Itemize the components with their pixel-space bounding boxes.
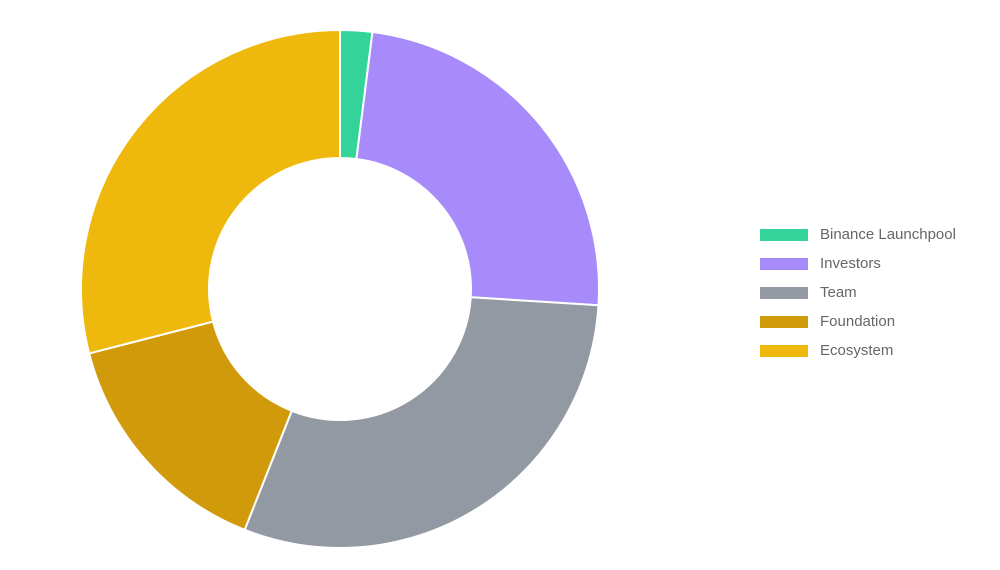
slice-investors[interactable] (355, 30, 600, 307)
legend-swatch (760, 228, 808, 241)
legend-item-foundation[interactable]: Foundation (760, 307, 956, 336)
slice-ecosystem[interactable] (80, 28, 341, 355)
legend-swatch (760, 344, 808, 357)
legend-item-binance-launchpool[interactable]: Binance Launchpool (760, 220, 956, 249)
slice-foundation[interactable] (87, 320, 294, 532)
legend-label: Investors (820, 255, 881, 272)
legend-item-team[interactable]: Team (760, 278, 956, 307)
legend-label: Foundation (820, 313, 896, 330)
slice-team[interactable] (243, 296, 600, 549)
legend-label: Team (820, 284, 857, 301)
legend-item-investors[interactable]: Investors (760, 249, 956, 278)
legend-swatch (760, 286, 808, 299)
legend-swatch (760, 257, 808, 270)
legend: Binance Launchpool Investors Team Foundatio… (760, 220, 956, 365)
doughnut-chart (80, 28, 600, 549)
legend-label: Ecosystem (820, 342, 894, 359)
legend-item-ecosystem[interactable]: Ecosystem (760, 336, 956, 365)
legend-swatch (760, 315, 808, 328)
legend-label: Binance Launchpool (820, 226, 956, 243)
